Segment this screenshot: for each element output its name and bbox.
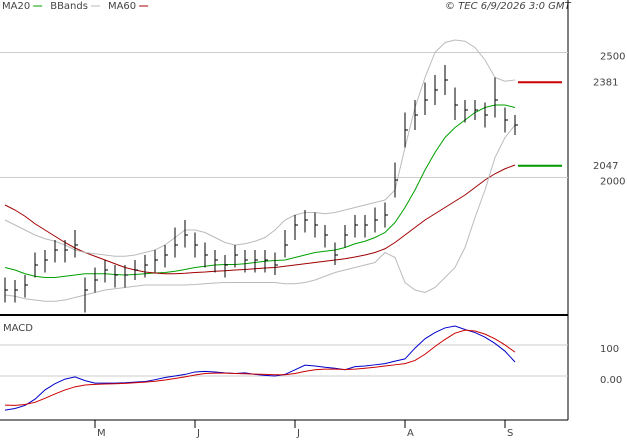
legend-label: MA20 bbox=[2, 1, 30, 12]
moving-average bbox=[4, 104, 516, 278]
y-tick-label: 0.00 bbox=[600, 375, 622, 386]
macd-title: MACD bbox=[3, 323, 33, 334]
level-label: 2047 bbox=[593, 161, 618, 172]
x-tick-label: J bbox=[296, 428, 300, 439]
moving-average bbox=[4, 164, 516, 275]
legend-label: MA60 bbox=[108, 1, 136, 12]
x-tick-label: M bbox=[97, 428, 106, 439]
bband-upper bbox=[4, 39, 516, 257]
level-label: 2381 bbox=[593, 77, 618, 88]
x-tick-label: A bbox=[407, 428, 414, 439]
y-tick-label: 2000 bbox=[600, 177, 625, 188]
macd-line bbox=[4, 325, 516, 411]
x-tick-label: S bbox=[507, 428, 513, 439]
x-tick-label: J bbox=[196, 428, 200, 439]
y-tick-label: 2500 bbox=[600, 52, 625, 63]
y-tick-label: 100 bbox=[600, 344, 619, 355]
macd-line bbox=[4, 329, 516, 406]
copyright: © TEC 6/9/2026 3:0 GMT bbox=[445, 1, 572, 12]
legend-label: BBands bbox=[50, 1, 88, 12]
bband-lower bbox=[4, 124, 516, 302]
